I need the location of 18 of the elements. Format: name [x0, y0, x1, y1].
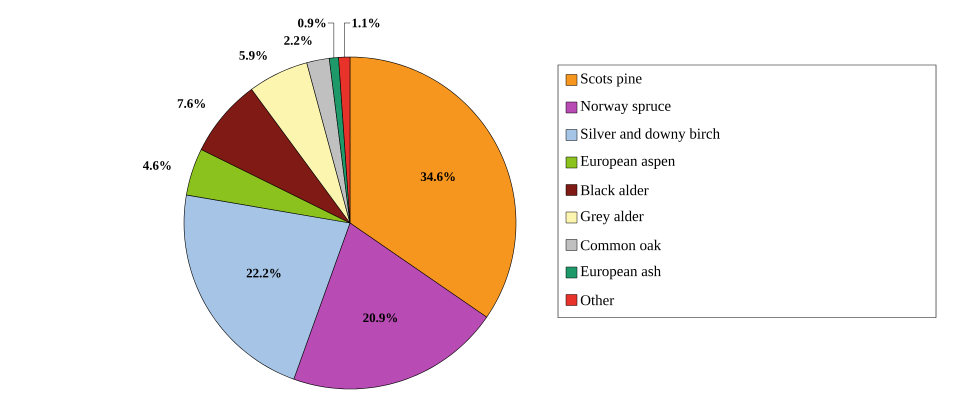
legend-label: Black alder [580, 184, 649, 196]
data-label: 5.9% [239, 51, 267, 60]
legend-label: European ash [580, 266, 661, 280]
data-label: 2.2% [284, 36, 312, 45]
legend-label: Norway spruce [580, 100, 671, 114]
data-label: 7.6% [178, 99, 206, 108]
data-label: 1.1% [352, 18, 380, 28]
data-label: 0.9% [298, 18, 326, 28]
legend-label: European aspen [580, 156, 676, 169]
data-label: 22.2% [246, 268, 281, 278]
legend-label: Common oak [580, 240, 662, 250]
legend-label: Other [580, 294, 614, 306]
legend-label: Grey alder [580, 210, 644, 224]
data-label: 4.6% [142, 161, 171, 170]
data-label: 20.9% [363, 313, 398, 322]
legend-label: Silver and downy birch [581, 128, 720, 142]
legend-label: Scots pine [581, 73, 642, 87]
data-label: 34.6% [420, 172, 455, 182]
